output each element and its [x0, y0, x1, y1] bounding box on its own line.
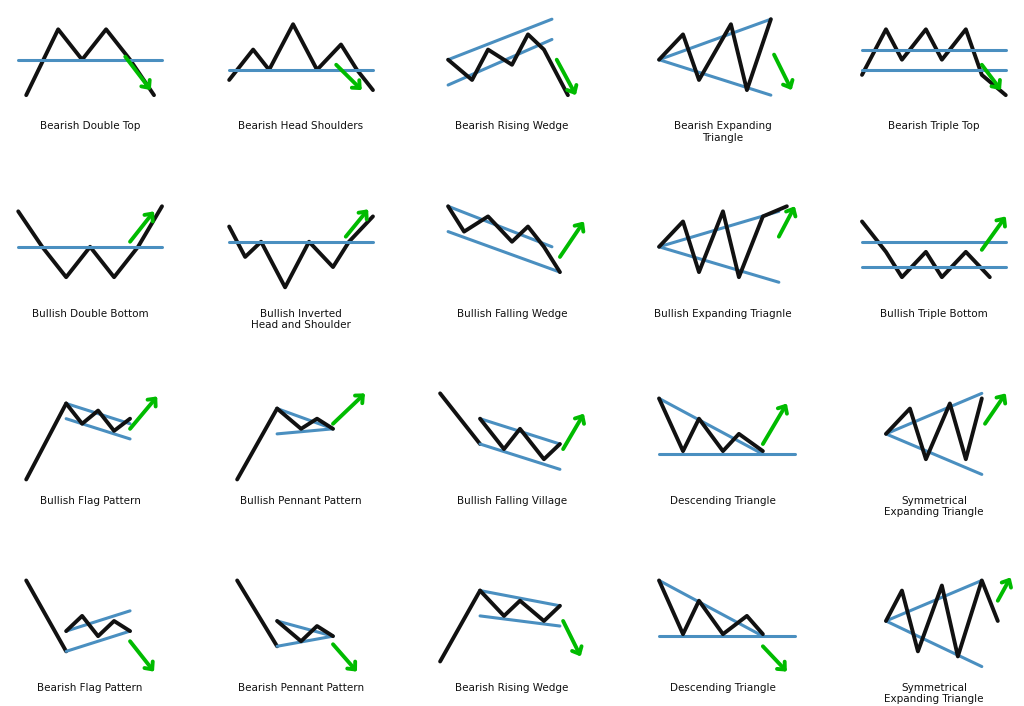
Text: Bearish Rising Wedge: Bearish Rising Wedge: [456, 683, 568, 693]
Text: Bearish Triple Top: Bearish Triple Top: [888, 121, 980, 131]
Text: Bullish Inverted
Head and Shoulder: Bullish Inverted Head and Shoulder: [251, 309, 351, 330]
Text: Bullish Falling Wedge: Bullish Falling Wedge: [457, 309, 567, 318]
Text: Symmetrical
Expanding Triangle: Symmetrical Expanding Triangle: [884, 683, 984, 705]
Text: Bullish Double Bottom: Bullish Double Bottom: [32, 309, 148, 318]
Text: Bullish Pennant Pattern: Bullish Pennant Pattern: [241, 496, 361, 505]
Text: Bullish Flag Pattern: Bullish Flag Pattern: [40, 496, 140, 505]
Text: Bearish Head Shoulders: Bearish Head Shoulders: [239, 121, 364, 131]
Text: Descending Triangle: Descending Triangle: [670, 496, 776, 505]
Text: Bearish Double Top: Bearish Double Top: [40, 121, 140, 131]
Text: Bullish Falling Village: Bullish Falling Village: [457, 496, 567, 505]
Text: Bullish Triple Bottom: Bullish Triple Bottom: [880, 309, 988, 318]
Text: Symmetrical
Expanding Triangle: Symmetrical Expanding Triangle: [884, 496, 984, 517]
Text: Bullish Expanding Triagnle: Bullish Expanding Triagnle: [654, 309, 792, 318]
Text: Bearish Expanding
Triangle: Bearish Expanding Triangle: [674, 121, 772, 143]
Text: Descending Triangle: Descending Triangle: [670, 683, 776, 693]
Text: Bearish Pennant Pattern: Bearish Pennant Pattern: [238, 683, 365, 693]
Text: Bearish Rising Wedge: Bearish Rising Wedge: [456, 121, 568, 131]
Text: Bearish Flag Pattern: Bearish Flag Pattern: [38, 683, 142, 693]
